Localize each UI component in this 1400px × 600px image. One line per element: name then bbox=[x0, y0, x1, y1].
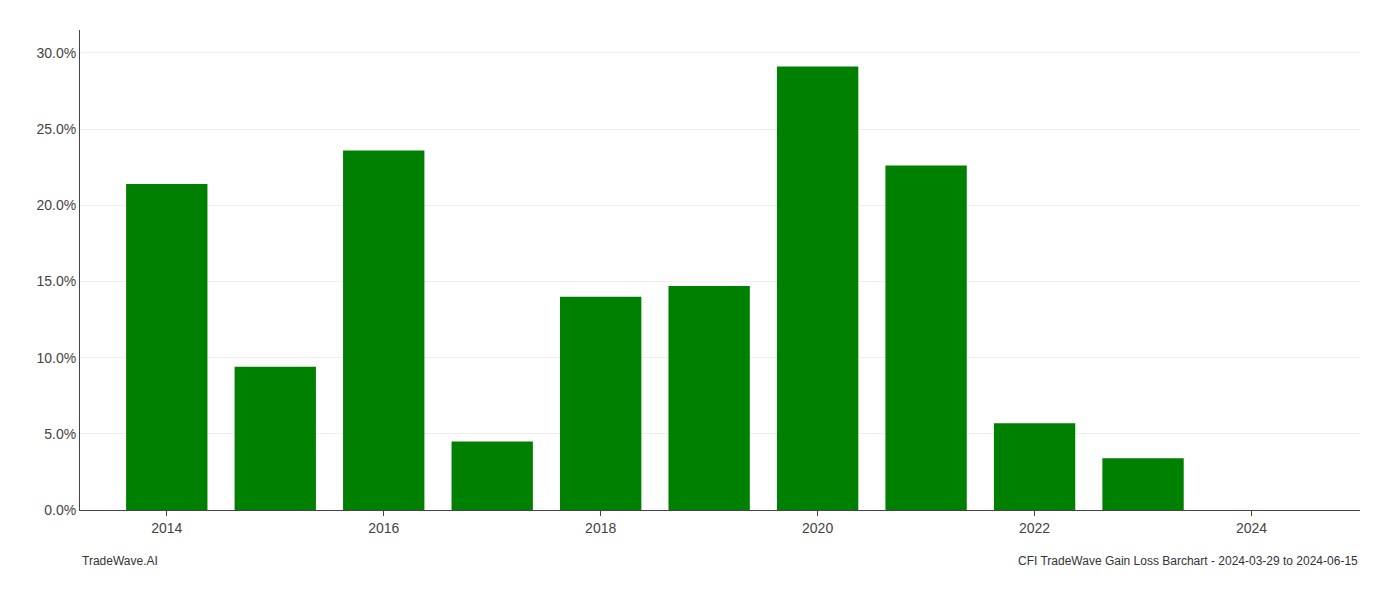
svg-text:0.0%: 0.0% bbox=[44, 502, 76, 518]
svg-text:CFI TradeWave Gain Loss Barcha: CFI TradeWave Gain Loss Barchart - 2024-… bbox=[1018, 554, 1358, 568]
svg-text:2014: 2014 bbox=[151, 520, 182, 536]
svg-text:10.0%: 10.0% bbox=[36, 350, 76, 366]
svg-text:2022: 2022 bbox=[1019, 520, 1050, 536]
svg-text:5.0%: 5.0% bbox=[44, 426, 76, 442]
svg-text:15.0%: 15.0% bbox=[36, 273, 76, 289]
svg-text:2024: 2024 bbox=[1236, 520, 1267, 536]
svg-text:2020: 2020 bbox=[802, 520, 833, 536]
svg-text:2016: 2016 bbox=[368, 520, 399, 536]
svg-text:TradeWave.AI: TradeWave.AI bbox=[82, 554, 158, 568]
svg-text:20.0%: 20.0% bbox=[36, 197, 76, 213]
svg-text:30.0%: 30.0% bbox=[36, 45, 76, 61]
svg-text:25.0%: 25.0% bbox=[36, 121, 76, 137]
svg-text:2018: 2018 bbox=[585, 520, 616, 536]
